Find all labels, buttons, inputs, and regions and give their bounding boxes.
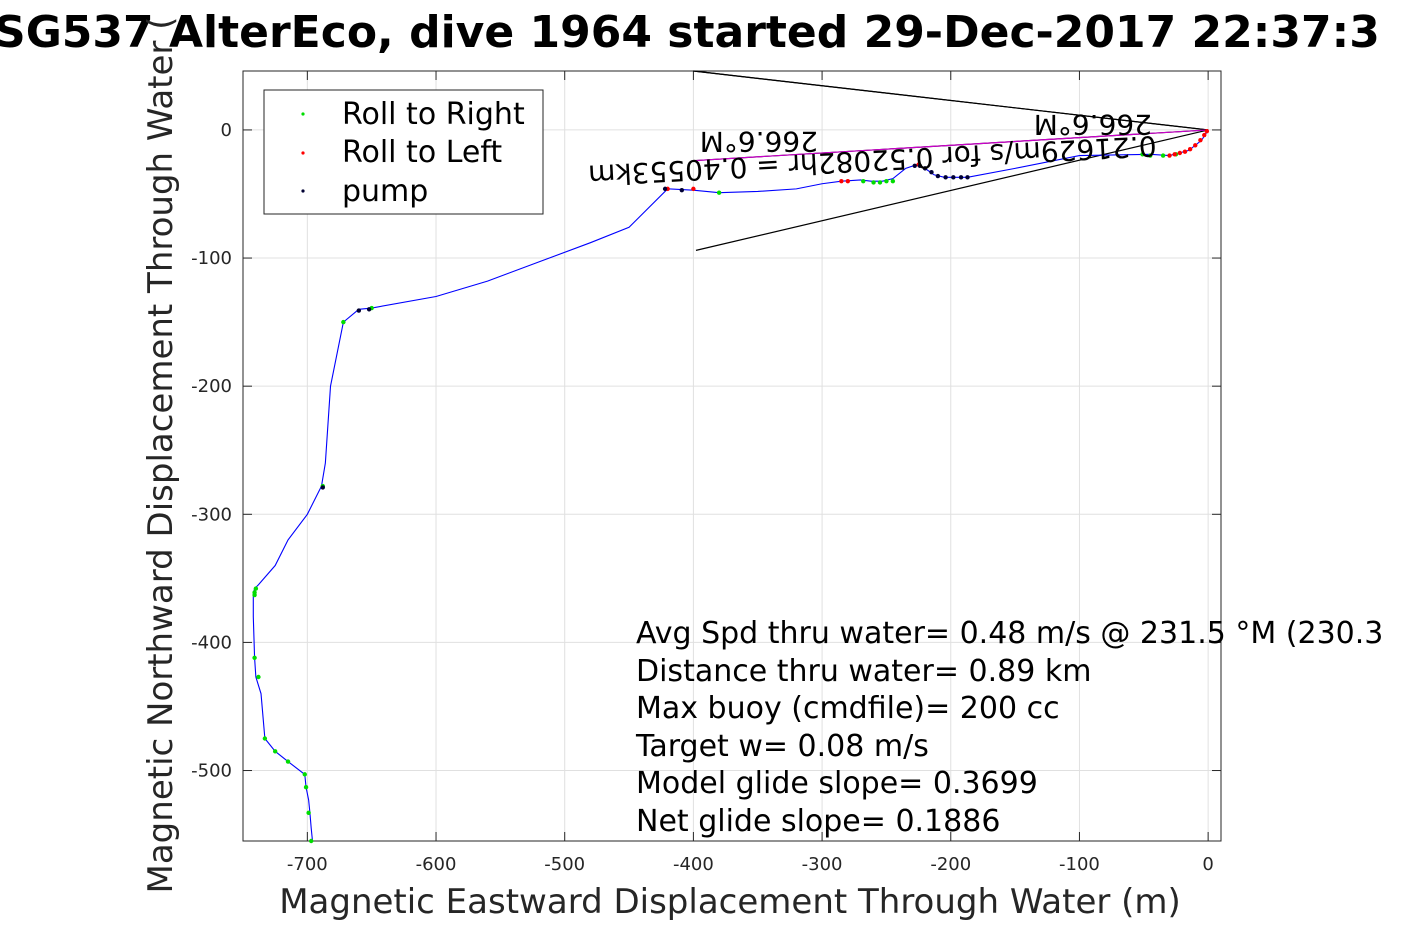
pump-point [943, 175, 948, 180]
roll-right-point [302, 772, 307, 777]
roll-right-point [262, 736, 268, 741]
roll-right-point [871, 180, 876, 185]
y-tick-label: -200 [191, 376, 232, 397]
marker-series [252, 129, 1210, 844]
annotation-distance: Distance thru water= 0.89 km [636, 654, 1091, 689]
pump-point [917, 163, 923, 169]
x-axis-label: Magnetic Eastward Displacement Through W… [279, 882, 1181, 922]
legend-label-roll-right: Roll to Right [342, 97, 525, 132]
roll-left-point [1202, 132, 1207, 138]
y-tick-label: -400 [191, 632, 232, 653]
x-tick-label: -100 [1059, 854, 1100, 875]
y-tick-label: 0 [221, 120, 232, 141]
roll-left-point [1204, 129, 1210, 134]
roll-left-point [1198, 137, 1203, 143]
x-tick-label: -500 [544, 854, 585, 875]
roll-left-point [1187, 146, 1193, 152]
legend-marker-roll-left [301, 151, 305, 155]
roll-right-point [1160, 153, 1166, 158]
annotation-net-glide: Net glide slope= 0.1886 [636, 804, 1000, 839]
roll-right-point [1148, 153, 1153, 158]
legend-box [263, 89, 544, 215]
roll-right-point [252, 655, 257, 660]
roll-right-point [341, 319, 346, 325]
roll-right-point [890, 178, 896, 184]
grid [243, 71, 1221, 841]
roll-left-point [1193, 143, 1198, 148]
reference-line [695, 129, 1209, 251]
roll-right-point [861, 178, 866, 184]
roll-right-point [253, 586, 259, 591]
pump-point [922, 166, 928, 171]
x-tick-label: -700 [287, 854, 328, 875]
heading-label-1: 266.6°M [1034, 108, 1152, 141]
pump-point [929, 170, 934, 175]
pump-point [662, 186, 668, 192]
pump-point [965, 175, 970, 180]
roll-left-point [691, 186, 696, 192]
roll-right-point [285, 759, 291, 764]
annotations: Avg Spd thru water= 0.48 m/s @ 231.5 °M … [635, 616, 1383, 839]
y-axis-label: Magnetic Northward Displacement Through … [141, 17, 181, 894]
roll-right-point [272, 749, 278, 754]
roll-right-point [256, 674, 261, 680]
plot-area [242, 70, 1222, 842]
roll-left-point [1167, 153, 1172, 158]
legend-label-roll-left: Roll to Left [342, 135, 502, 170]
y-tick-label: -500 [191, 761, 232, 782]
roll-left-point [839, 178, 844, 184]
pump-point [935, 173, 941, 179]
heading-label-2: 266.6°M [700, 125, 818, 158]
reference-lines [693, 70, 1209, 251]
chart-title: SG537 AlterEco, dive 1964 started 29-Dec… [0, 7, 1380, 58]
x-tick-label: -300 [802, 854, 843, 875]
roll-right-point [303, 784, 309, 790]
pump-point [679, 187, 685, 193]
pump-point [912, 163, 917, 169]
legend: Roll to Right Roll to Left pump [263, 89, 544, 215]
pump-point [366, 307, 372, 312]
roll-right-point [1140, 152, 1145, 157]
pump-point [356, 308, 362, 313]
roll-right-point [716, 190, 722, 195]
x-tick-label: -400 [673, 854, 714, 875]
roll-left-point [1177, 150, 1183, 156]
magenta-line [693, 129, 1209, 162]
x-tick-label: 0 [1202, 854, 1213, 875]
pump-point [951, 175, 956, 180]
annotation-model-glide: Model glide slope= 0.3699 [636, 766, 1038, 801]
roll-right-point [884, 178, 889, 184]
roll-right-point [877, 180, 883, 185]
x-tick-label: -600 [416, 854, 457, 875]
y-tick-label: -300 [191, 504, 232, 525]
y-tick-label: -100 [191, 248, 232, 269]
pump-point [320, 485, 325, 490]
rotated-labels: 266.6°M 266.6°M 0.21629m/s for 0.52082hr… [587, 108, 1157, 192]
roll-left-point [1172, 152, 1177, 157]
roll-left-point [1182, 149, 1188, 154]
axis-ticks: -700 -600 -500 -400 -300 -200 -100 0 0 -100 -200 -3… [191, 71, 1221, 875]
pump-point [958, 175, 964, 180]
legend-marker-roll-right [301, 112, 305, 116]
roll-right-point [309, 838, 314, 844]
annotation-max-buoy: Max buoy (cmdfile)= 200 cc [636, 691, 1060, 726]
legend-label-pump: pump [342, 174, 428, 209]
reference-line [693, 70, 1209, 131]
roll-right-point [252, 592, 257, 598]
annotation-target-w: Target w= 0.08 m/s [635, 729, 929, 764]
x-tick-label: -200 [930, 854, 971, 875]
roll-right-point [306, 810, 311, 816]
roll-left-point [845, 178, 851, 184]
legend-marker-pump [301, 189, 305, 193]
annotation-avg-speed: Avg Spd thru water= 0.48 m/s @ 231.5 °M … [636, 616, 1383, 651]
